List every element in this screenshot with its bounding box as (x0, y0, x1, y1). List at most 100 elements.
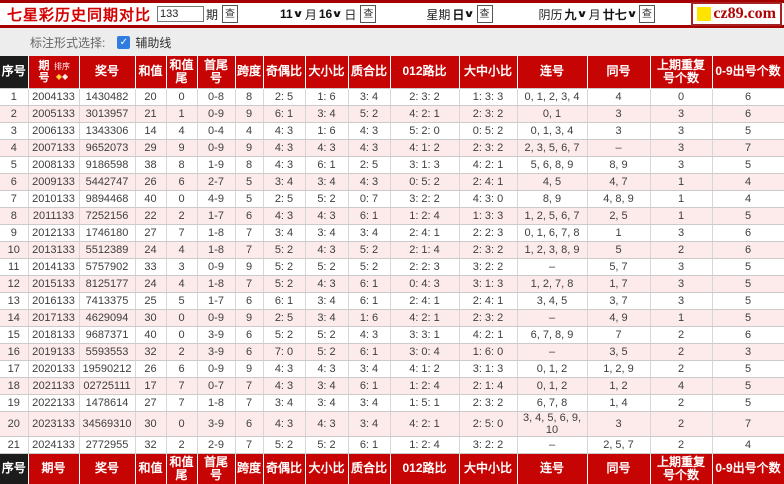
cell-14: 2 (650, 360, 713, 378)
aux-line-checkbox[interactable]: ✓ (117, 35, 131, 49)
cell-1: 2021133 (28, 377, 80, 395)
table-body: 1 2004133 1430482 20 0 0-8 8 2: 5 1: 6 3: 4 2: 3: … (0, 87, 784, 454)
cell-0: 8 (0, 207, 29, 225)
annotation-style-label: 标注形式选择: (30, 35, 106, 50)
cell-7: 3: 4 (263, 173, 306, 191)
cell-5: 2-9 (197, 436, 236, 454)
cell-1: 2016133 (28, 292, 80, 310)
cell-1: 2019133 (28, 343, 80, 361)
cell-15: 7 (712, 411, 784, 437)
table-row: 18 2021133 02725111 17 7 0-7 7 4: 3 3: 4 6: 1 1: 2… (0, 377, 784, 395)
logo[interactable]: cz89.com (691, 2, 782, 26)
sort-desc-icon[interactable]: ◆ (62, 72, 69, 82)
lunar-day-select[interactable]: 廿七 ∨ (603, 6, 638, 23)
day-select[interactable]: 16 ∨ (318, 7, 343, 21)
cell-14: 1 (650, 173, 713, 191)
cell-7: 2: 5 (263, 309, 306, 327)
cell-14: 2 (650, 411, 713, 437)
cell-2: 8125177 (79, 275, 136, 293)
cell-3: 26 (135, 360, 167, 378)
logo-text: cz89.com (713, 5, 776, 22)
header-cell-15: 0-9出号个数 (712, 453, 784, 484)
cell-11: 3: 1: 3 (459, 360, 518, 378)
cell-10: 3: 1: 3 (390, 156, 460, 174)
weekday-select[interactable]: 日 ∨ (452, 6, 475, 23)
cell-6: 9 (235, 309, 264, 327)
lunar-month-select[interactable]: 九 ∨ (565, 6, 588, 23)
cell-4: 0 (166, 326, 198, 344)
cell-12: – (517, 436, 588, 454)
cell-12: 1, 2, 5, 6, 7 (517, 207, 588, 225)
cell-2: 7252156 (79, 207, 136, 225)
cell-1: 2018133 (28, 326, 80, 344)
cell-12: 1, 2, 7, 8 (517, 275, 588, 293)
day-value: 16 (318, 7, 333, 21)
cell-4: 0 (166, 87, 198, 106)
cell-9: 6: 1 (348, 343, 391, 361)
header-cell-12: 连号 (517, 56, 588, 88)
cell-1: 2012133 (28, 224, 80, 242)
cell-9: 4: 3 (348, 122, 391, 140)
cell-11: 4: 2: 1 (459, 156, 518, 174)
cell-6: 9 (235, 139, 264, 157)
cell-3: 30 (135, 411, 167, 437)
lunar-search-button[interactable]: 查 (638, 5, 655, 23)
cell-12: – (517, 309, 588, 327)
header-cell-13: 同号 (587, 453, 651, 484)
cell-4: 2 (166, 343, 198, 361)
cell-9: 4: 3 (348, 173, 391, 191)
cell-4: 7 (166, 224, 198, 242)
cell-2: 3013957 (79, 105, 136, 123)
header-cell-7: 奇偶比 (263, 56, 306, 88)
cell-6: 7 (235, 275, 264, 293)
cell-4: 1 (166, 105, 198, 123)
issue-search-button[interactable]: 查 (222, 5, 239, 23)
annotation-options-row: 标注形式选择: ✓ 辅助线 (0, 28, 784, 56)
cell-3: 17 (135, 377, 167, 395)
cell-9: 2: 5 (348, 156, 391, 174)
cell-7: 6: 1 (263, 292, 306, 310)
weekday-search-button[interactable]: 查 (476, 5, 493, 23)
date-search-button[interactable]: 查 (360, 5, 377, 23)
table-row: 8 2011133 7252156 22 2 1-7 6 4: 3 4: 3 6: 1 1: 2: … (0, 207, 784, 225)
cell-8: 4: 3 (305, 139, 349, 157)
cell-6: 6 (235, 343, 264, 361)
sort-asc-icon[interactable]: ◆ (55, 72, 62, 82)
table-row: 6 2009133 5442747 26 6 2-7 5 3: 4 3: 4 4: 3 0: 5: … (0, 173, 784, 191)
cell-9: 3: 4 (348, 394, 391, 412)
cell-7: 5: 2 (263, 326, 306, 344)
cell-9: 5: 2 (348, 258, 391, 276)
cell-0: 10 (0, 241, 29, 259)
cell-9: 5: 2 (348, 105, 391, 123)
header-cell-10: 012路比 (390, 56, 460, 88)
cell-6: 4 (235, 122, 264, 140)
issue-input[interactable] (157, 6, 205, 22)
weekday-value: 日 (452, 7, 465, 22)
cell-13: 8, 9 (587, 156, 651, 174)
cell-14: 1 (650, 309, 713, 327)
cell-7: 4: 3 (263, 360, 306, 378)
sort-control[interactable]: 排序 ◆◆ (54, 62, 70, 81)
cell-4: 0 (166, 190, 198, 208)
cell-7: 5: 2 (263, 275, 306, 293)
cell-13: – (587, 139, 651, 157)
cell-15: 5 (712, 122, 784, 140)
header-cell-10: 012路比 (390, 453, 460, 484)
cell-1: 2020133 (28, 360, 80, 378)
cell-8: 3: 4 (305, 224, 349, 242)
cell-4: 7 (166, 377, 198, 395)
cell-12: 0, 1, 6, 7, 8 (517, 224, 588, 242)
cell-7: 2: 5 (263, 87, 306, 106)
cell-5: 3-9 (197, 326, 236, 344)
cell-10: 1: 2: 4 (390, 377, 460, 395)
cell-15: 5 (712, 275, 784, 293)
cell-14: 3 (650, 156, 713, 174)
header-cell-5: 首尾号 (197, 453, 236, 484)
cell-11: 3: 2: 2 (459, 436, 518, 454)
month-select[interactable]: 11 ∨ (280, 7, 303, 21)
cell-8: 6: 1 (305, 156, 349, 174)
cell-14: 3 (650, 224, 713, 242)
table-row: 4 2007133 9652073 29 9 0-9 9 4: 3 4: 3 4: 3 4: 1: … (0, 139, 784, 157)
cell-1: 2009133 (28, 173, 80, 191)
cell-11: 4: 2: 1 (459, 326, 518, 344)
